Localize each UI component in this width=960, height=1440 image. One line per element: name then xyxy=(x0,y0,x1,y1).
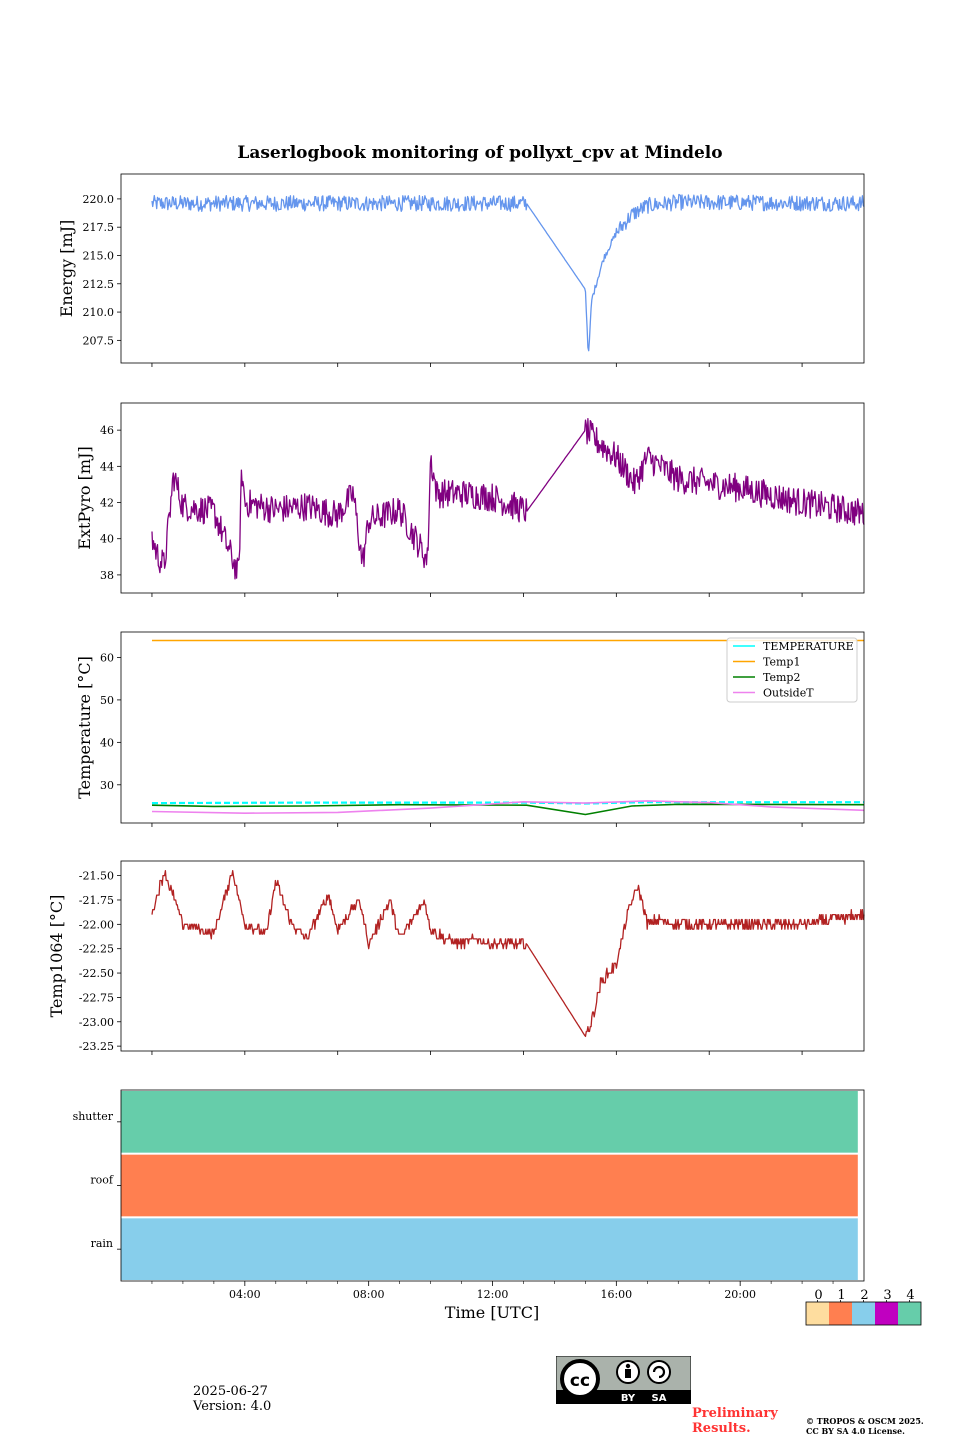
y-tick-label: -21.75 xyxy=(79,894,114,907)
colorbar-label: 0 xyxy=(814,1288,822,1303)
y-tick-label: 207.5 xyxy=(83,334,115,347)
y-tick-label: -22.50 xyxy=(79,967,114,980)
flag-band-rain xyxy=(121,1218,858,1280)
copyright-line-2: CC BY SA 4.0 License. xyxy=(806,1426,905,1436)
y-axis-label: Temp1064 [°C] xyxy=(47,895,66,1018)
y-tick-label: 212.5 xyxy=(83,278,115,291)
colorbar-label: 2 xyxy=(860,1288,868,1303)
panel-frame xyxy=(120,1089,865,1282)
cc-sa-label: SA xyxy=(652,1393,667,1404)
y-tick-label: -22.00 xyxy=(79,918,114,931)
y-tick-label: 220.0 xyxy=(83,193,115,206)
series-line-outsidet xyxy=(151,800,865,814)
colorbar-cell-4 xyxy=(898,1302,921,1325)
y-tick-label: 46 xyxy=(100,424,114,437)
cc-icon xyxy=(560,1359,600,1399)
y-tick-label: 30 xyxy=(100,779,114,792)
legend: TEMPERATURE Temp1 Temp2 OutsideT xyxy=(726,637,858,703)
panel-1: 207.5 210.0 212.5 215.0 217.5 220.0 Energy [mJ… xyxy=(57,173,865,367)
colorbar-label: 1 xyxy=(837,1288,845,1303)
colorbar-label: 4 xyxy=(906,1288,914,1303)
cc-license-badge: cc BY SA xyxy=(555,1355,692,1405)
panel-3: 30 40 50 60 Temperature [°C] TEMPERATURE Temp1… xyxy=(75,631,865,827)
panel-frame xyxy=(120,402,865,594)
panel-frame xyxy=(120,860,865,1052)
preliminary-note: Preliminary Results. xyxy=(692,1406,778,1436)
legend-label: Temp2 xyxy=(763,671,800,684)
colorbar-label: 3 xyxy=(883,1288,891,1303)
y-tick-label: roof xyxy=(90,1174,114,1187)
y-tick-label: 217.5 xyxy=(83,221,115,234)
y-tick-label: 60 xyxy=(100,651,114,664)
series-line-2 xyxy=(151,417,865,580)
x-axis-label: Time [UTC] xyxy=(445,1303,539,1322)
flag-band-shutter xyxy=(121,1091,858,1153)
figure-title: Laserlogbook monitoring of pollyxt_cpv a… xyxy=(237,143,722,163)
x-tick-label: 04:00 xyxy=(229,1288,261,1301)
panel-5: rain roof shutter 04:00 08:00 12:00 16:00 20:00 xyxy=(73,1089,865,1301)
y-axis-label: ExtPyro [mJ] xyxy=(75,446,94,549)
copyright-note: © TROPOS & OSCM 2025. CC BY SA 4.0 Licen… xyxy=(806,1416,956,1436)
flag-band-roof xyxy=(121,1154,858,1217)
colorbar-cell-3 xyxy=(875,1302,898,1325)
panel-4: -23.25 -23.00 -22.75 -22.50 -22.25 -22.00 -21.… xyxy=(47,860,865,1055)
cc-by-label: BY xyxy=(621,1393,636,1404)
panel-frame xyxy=(120,631,865,824)
y-tick-label: rain xyxy=(91,1237,113,1250)
x-tick-label: 20:00 xyxy=(724,1288,756,1301)
colorbar-cell-0 xyxy=(806,1302,829,1325)
footer-date: 2025-06-27 xyxy=(193,1384,268,1399)
legend-box xyxy=(726,637,858,703)
sa-icon xyxy=(647,1360,671,1384)
copyright-line-1: © TROPOS & OSCM 2025. xyxy=(806,1416,924,1426)
y-tick-label: 44 xyxy=(100,460,114,473)
x-tick-label: 16:00 xyxy=(600,1288,632,1301)
y-axis-label: Temperature [°C] xyxy=(75,656,94,799)
panel-2: 38 40 42 44 46 ExtPyro [mJ] xyxy=(75,402,865,597)
y-tick-label: 38 xyxy=(100,569,114,582)
x-tick-label: 08:00 xyxy=(353,1288,385,1301)
colorbar-frame xyxy=(805,1301,922,1326)
y-tick-label: -21.50 xyxy=(79,870,114,883)
y-tick-label: -23.00 xyxy=(79,1016,114,1029)
series-line-4 xyxy=(151,870,865,1038)
y-tick-label: 215.0 xyxy=(83,249,115,262)
legend-label: Temp1 xyxy=(763,656,800,669)
legend-label: OutsideT xyxy=(763,687,814,700)
series-line-1 xyxy=(151,193,865,352)
x-tick-label: 12:00 xyxy=(477,1288,509,1301)
colorbar-cell-1 xyxy=(829,1302,852,1325)
y-tick-label: 50 xyxy=(100,694,114,707)
y-tick-label: shutter xyxy=(73,1110,114,1123)
y-tick-label: -22.75 xyxy=(79,991,114,1004)
y-tick-label: -22.25 xyxy=(79,943,114,956)
panel-frame xyxy=(120,173,865,364)
footer-version: Version: 4.0 xyxy=(193,1399,272,1414)
y-tick-label: 210.0 xyxy=(83,306,115,319)
legend-label: TEMPERATURE xyxy=(763,640,854,653)
colorbar-cell-2 xyxy=(852,1302,875,1325)
y-tick-label: 42 xyxy=(100,497,114,510)
y-tick-label: -23.25 xyxy=(79,1040,114,1053)
series-line-temp2 xyxy=(151,803,865,816)
y-tick-label: 40 xyxy=(100,533,114,546)
y-tick-label: 40 xyxy=(100,736,114,749)
y-axis-label: Energy [mJ] xyxy=(57,220,76,318)
svg-text:cc: cc xyxy=(570,1371,590,1391)
